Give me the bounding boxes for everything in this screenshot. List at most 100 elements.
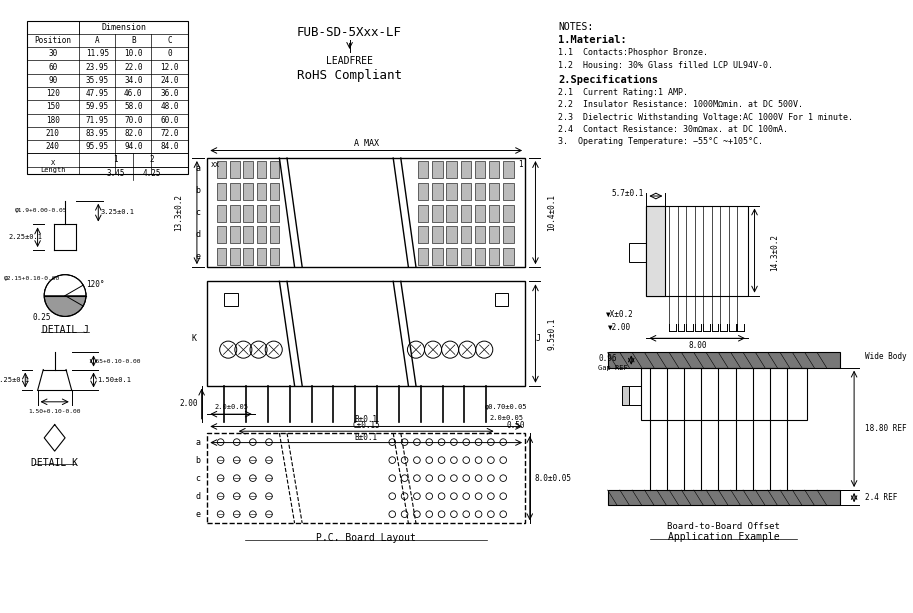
Text: 2: 2 [149,156,153,164]
Bar [418,183,428,200]
Text: 2.3  Dielectric Withstanding Voltage:AC 1000V For 1 minute.: 2.3 Dielectric Withstanding Voltage:AC 1… [558,113,854,122]
Bar [257,161,266,178]
Text: Gap REF: Gap REF [598,365,628,371]
Bar [629,243,646,262]
Bar [230,205,239,222]
Bar [646,205,666,295]
Text: 24.0: 24.0 [160,76,179,85]
Text: 210: 210 [46,129,59,138]
Text: B±0.1: B±0.1 [354,416,378,424]
Text: xx: xx [210,160,219,169]
Text: a: a [195,438,200,447]
Text: DETAIL J: DETAIL J [42,325,89,335]
Bar [503,226,514,243]
Bar [270,226,279,243]
Text: 11.95: 11.95 [86,49,109,58]
Text: RoHS Compliant: RoHS Compliant [297,69,402,82]
Text: Board-to-Board Offset: Board-to-Board Offset [667,522,780,530]
Text: 72.0: 72.0 [160,129,179,138]
Bar [257,248,266,265]
Bar [418,205,428,222]
Text: 4.25: 4.25 [142,169,161,178]
Bar [432,248,443,265]
Bar [460,248,471,265]
Text: 58.0: 58.0 [124,102,142,112]
Bar [475,183,485,200]
Text: φ1.9+0.00-0.05: φ1.9+0.00-0.05 [16,208,68,213]
Text: A MAX: A MAX [353,139,379,148]
Text: 82.0: 82.0 [124,129,142,138]
Text: 71.95: 71.95 [86,116,109,124]
Text: ▼X±0.2: ▼X±0.2 [606,310,634,319]
Bar [257,226,266,243]
Bar [460,161,471,178]
Bar [475,161,485,178]
Bar [475,205,485,222]
Bar [418,161,428,178]
Bar [257,205,266,222]
Text: 8.00: 8.00 [688,341,708,351]
Bar [475,226,485,243]
Text: 180: 180 [46,116,59,124]
Text: 0: 0 [167,49,172,58]
Bar [503,205,514,222]
Bar [230,248,239,265]
Text: P.C. Board Layout: P.C. Board Layout [316,533,416,543]
Text: B: B [131,36,136,45]
Bar [27,21,188,174]
Text: 2.0±0.05: 2.0±0.05 [214,403,248,409]
Bar [646,205,748,295]
Text: 70.0: 70.0 [124,116,142,124]
Bar [244,161,253,178]
Text: 1.65+0.10-0.00: 1.65+0.10-0.00 [89,359,141,364]
Bar [270,183,279,200]
Bar [216,248,226,265]
Text: 0.96: 0.96 [598,354,616,363]
Text: 13.3±0.2: 13.3±0.2 [174,194,184,231]
Bar [503,183,514,200]
Text: φ2.15+0.10-0.00: φ2.15+0.10-0.00 [4,276,60,281]
Bar [489,205,499,222]
Text: 0.25: 0.25 [32,313,50,322]
Text: d: d [195,492,200,501]
Text: 14.3±0.2: 14.3±0.2 [770,234,779,272]
Text: 83.95: 83.95 [86,129,109,138]
Text: c: c [195,208,200,217]
Text: d: d [195,230,200,239]
Bar [446,183,456,200]
Text: e: e [195,509,200,519]
Text: 46.0: 46.0 [124,89,142,98]
Bar [446,205,456,222]
Bar [489,248,499,265]
Text: 23.95: 23.95 [86,63,109,72]
Bar [207,281,525,386]
Text: 2.4 REF: 2.4 REF [866,493,897,502]
Bar [460,183,471,200]
Bar [641,368,807,420]
Bar [418,248,428,265]
Text: 10.0: 10.0 [124,49,142,58]
Text: a: a [195,164,200,173]
Text: 120: 120 [46,89,59,98]
Wedge shape [44,275,86,295]
Text: 1.50+0.10-0.00: 1.50+0.10-0.00 [28,409,81,414]
Text: b: b [195,455,200,465]
Bar [216,205,226,222]
Bar [446,161,456,178]
Bar [432,161,443,178]
Text: 94.0: 94.0 [124,142,142,151]
Text: c: c [195,474,200,482]
Bar [489,226,499,243]
Text: 150: 150 [46,102,59,112]
Bar [607,352,840,368]
Bar [207,158,525,267]
Text: 1: 1 [113,156,118,164]
Text: 59.95: 59.95 [86,102,109,112]
Text: 12.0: 12.0 [160,63,179,72]
Text: 3.  Operating Temperature: −55°C ~+105°C.: 3. Operating Temperature: −55°C ~+105°C. [558,137,763,147]
Bar [230,161,239,178]
Bar [503,248,514,265]
Text: 1: 1 [518,160,522,169]
Text: 30: 30 [48,49,58,58]
Bar [432,205,443,222]
